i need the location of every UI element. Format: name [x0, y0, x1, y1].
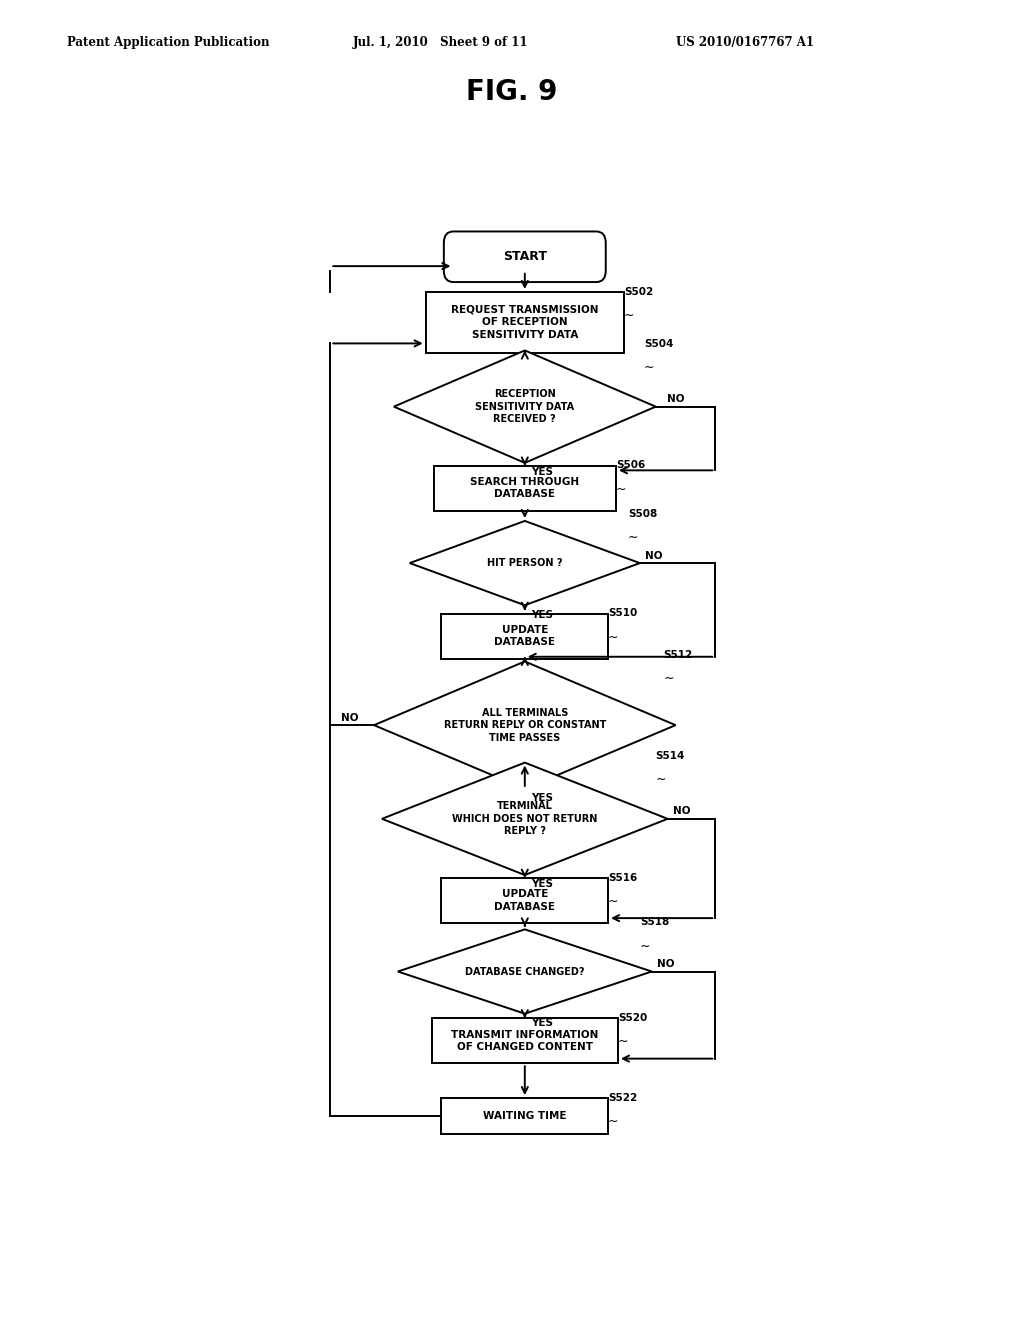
Text: UPDATE
DATABASE: UPDATE DATABASE	[495, 890, 555, 912]
Text: S506: S506	[616, 461, 645, 470]
Bar	[441, 614, 608, 659]
Bar	[431, 1018, 618, 1064]
Text: ALL TERMINALS
RETURN REPLY OR CONSTANT
TIME PASSES: ALL TERMINALS RETURN REPLY OR CONSTANT T…	[443, 708, 606, 743]
Text: YES: YES	[531, 610, 553, 619]
Text: Jul. 1, 2010   Sheet 9 of 11: Jul. 1, 2010 Sheet 9 of 11	[353, 36, 528, 49]
Bar	[441, 1098, 608, 1134]
Text: NO: NO	[341, 713, 359, 722]
Text: NO: NO	[657, 960, 675, 969]
Text: NO: NO	[667, 395, 684, 404]
Text: RECEPTION
SENSITIVITY DATA
RECEIVED ?: RECEPTION SENSITIVITY DATA RECEIVED ?	[475, 389, 574, 424]
Text: WAITING TIME: WAITING TIME	[483, 1111, 566, 1121]
Text: REQUEST TRANSMISSION
OF RECEPTION
SENSITIVITY DATA: REQUEST TRANSMISSION OF RECEPTION SENSIT…	[451, 305, 599, 339]
Bar	[441, 878, 608, 923]
Text: YES: YES	[531, 793, 553, 803]
Text: START: START	[503, 251, 547, 263]
FancyBboxPatch shape	[443, 231, 606, 282]
Text: ∼: ∼	[618, 1035, 629, 1048]
Text: ∼: ∼	[628, 531, 639, 544]
Polygon shape	[410, 521, 640, 606]
Text: ∼: ∼	[644, 360, 654, 374]
Bar	[426, 292, 624, 352]
Text: S520: S520	[618, 1012, 647, 1023]
Text: S522: S522	[608, 1093, 637, 1102]
Text: TERMINAL
WHICH DOES NOT RETURN
REPLY ?: TERMINAL WHICH DOES NOT RETURN REPLY ?	[453, 801, 597, 837]
Text: ∼: ∼	[616, 483, 627, 495]
Text: S504: S504	[644, 338, 673, 348]
Text: YES: YES	[531, 1018, 553, 1028]
Text: HIT PERSON ?: HIT PERSON ?	[487, 558, 562, 568]
Text: YES: YES	[531, 467, 553, 478]
Text: ∼: ∼	[608, 895, 618, 908]
Text: ∼: ∼	[640, 940, 650, 953]
Text: S510: S510	[608, 609, 637, 618]
Text: UPDATE
DATABASE: UPDATE DATABASE	[495, 624, 555, 647]
Text: S512: S512	[664, 649, 693, 660]
Text: Patent Application Publication: Patent Application Publication	[67, 36, 269, 49]
Text: US 2010/0167767 A1: US 2010/0167767 A1	[676, 36, 814, 49]
Text: ∼: ∼	[608, 631, 618, 644]
Text: YES: YES	[531, 879, 553, 890]
Text: ∼: ∼	[664, 672, 674, 685]
Text: S502: S502	[624, 286, 653, 297]
Bar	[433, 466, 616, 511]
Text: S518: S518	[640, 917, 669, 928]
Text: DATABASE CHANGED?: DATABASE CHANGED?	[465, 966, 585, 977]
Text: S508: S508	[628, 510, 657, 519]
Polygon shape	[374, 661, 676, 789]
Text: ∼: ∼	[608, 1115, 618, 1127]
Text: ∼: ∼	[655, 774, 667, 785]
Polygon shape	[397, 929, 652, 1014]
Text: ∼: ∼	[624, 309, 635, 322]
Text: SEARCH THROUGH
DATABASE: SEARCH THROUGH DATABASE	[470, 477, 580, 499]
Text: NO: NO	[673, 807, 690, 816]
Polygon shape	[382, 763, 668, 875]
Text: S514: S514	[655, 751, 685, 760]
Text: NO: NO	[645, 550, 663, 561]
Text: TRANSMIT INFORMATION
OF CHANGED CONTENT: TRANSMIT INFORMATION OF CHANGED CONTENT	[452, 1030, 598, 1052]
Polygon shape	[394, 350, 655, 463]
Text: S516: S516	[608, 873, 637, 883]
Text: FIG. 9: FIG. 9	[466, 78, 558, 106]
